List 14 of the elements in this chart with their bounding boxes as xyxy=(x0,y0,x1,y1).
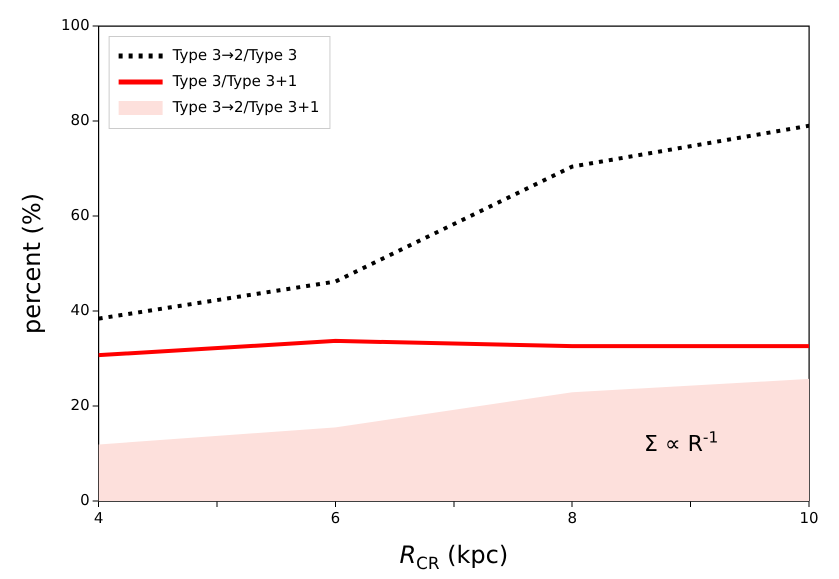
legend-label: Type 3→2/Type 3 xyxy=(172,46,298,64)
y-tick-label: 100 xyxy=(60,16,90,34)
y-tick-label: 20 xyxy=(70,396,90,414)
legend-label: Type 3→2/Type 3+1 xyxy=(172,98,320,116)
y-tick-label: 60 xyxy=(70,206,90,224)
x-tick-label: 8 xyxy=(567,508,577,527)
y-tick-label: 0 xyxy=(80,490,90,509)
legend-label: Type 3/Type 3+1 xyxy=(172,72,298,90)
x-tick-label: 4 xyxy=(94,508,104,527)
x-tick-label: 6 xyxy=(330,508,340,527)
y-axis-title: percent (%) xyxy=(18,192,46,334)
y-tick-label: 80 xyxy=(70,110,90,129)
x-tick-label: 10 xyxy=(799,508,819,527)
y-tick-label: 40 xyxy=(70,300,90,319)
